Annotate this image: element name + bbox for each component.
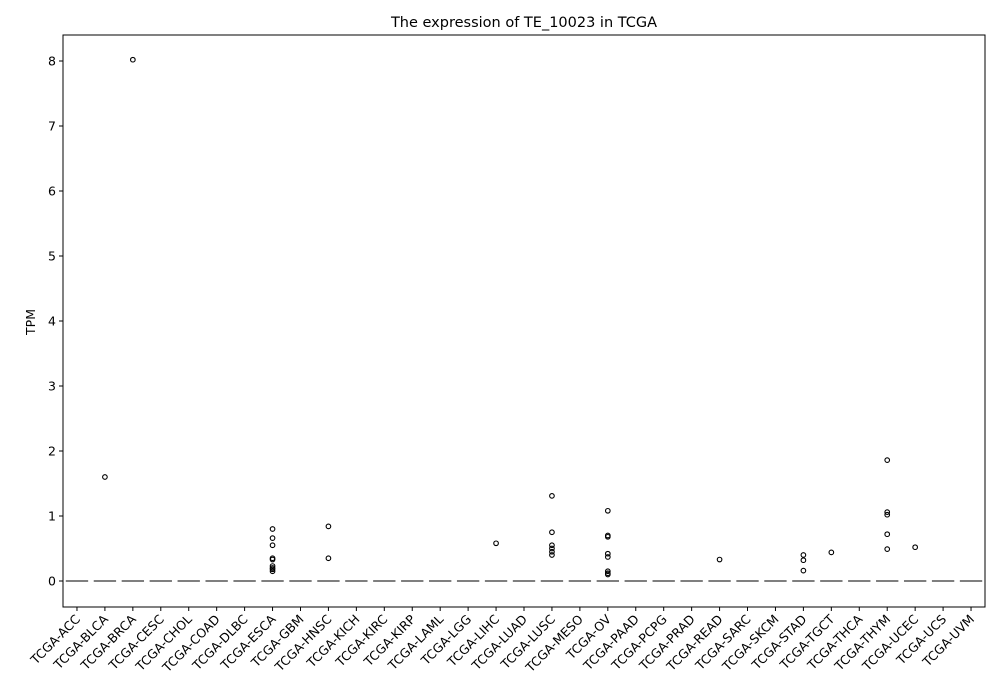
outlier-point	[800, 552, 807, 558]
outlier-point	[884, 457, 891, 463]
outlier-point	[269, 556, 276, 563]
outlier-point	[549, 542, 555, 549]
outlier-point	[269, 526, 276, 532]
plot-frame	[62, 34, 986, 608]
outlier-point	[884, 511, 891, 518]
outlier-point	[549, 548, 555, 555]
outlier-point	[604, 554, 611, 560]
outlier-point	[102, 474, 108, 480]
outlier-point	[884, 509, 891, 515]
outlier-point	[269, 566, 276, 573]
outlier-point	[912, 544, 919, 551]
y-tick-label: 4	[48, 314, 56, 329]
outlier-point	[325, 523, 332, 530]
y-tick-label: 2	[48, 444, 56, 459]
outlier-point	[604, 533, 611, 540]
y-tick-label: 6	[48, 184, 56, 199]
y-tick-label: 0	[48, 574, 56, 589]
outlier-point	[716, 556, 723, 563]
outlier-point	[884, 531, 891, 538]
y-tick-label: 7	[48, 119, 56, 134]
y-tick-label: 3	[48, 379, 56, 394]
outlier-point	[129, 56, 136, 63]
outlier-point	[493, 540, 499, 547]
outlier-point	[269, 568, 276, 575]
outlier-point	[828, 549, 835, 556]
outlier-point	[549, 529, 555, 536]
outlier-point	[604, 507, 611, 514]
outlier-point	[269, 563, 276, 569]
outlier-point	[269, 542, 276, 549]
y-axis-label: TPM	[23, 309, 38, 336]
y-tick-label: 8	[48, 54, 56, 69]
chart-title: The expression of TE_10023 in TCGA	[390, 15, 657, 31]
outlier-point	[549, 552, 555, 558]
outlier-point	[800, 557, 807, 564]
outlier-point	[549, 545, 555, 552]
outlier-point	[325, 555, 332, 562]
outlier-point	[549, 493, 555, 499]
outlier-point	[269, 535, 276, 541]
outlier-point	[604, 550, 611, 557]
outlier-point	[884, 546, 891, 553]
y-tick-label: 5	[48, 249, 56, 264]
outlier-point	[800, 567, 807, 574]
outlier-point	[604, 568, 611, 575]
outlier-point	[604, 571, 611, 578]
y-tick-label: 1	[48, 509, 56, 524]
